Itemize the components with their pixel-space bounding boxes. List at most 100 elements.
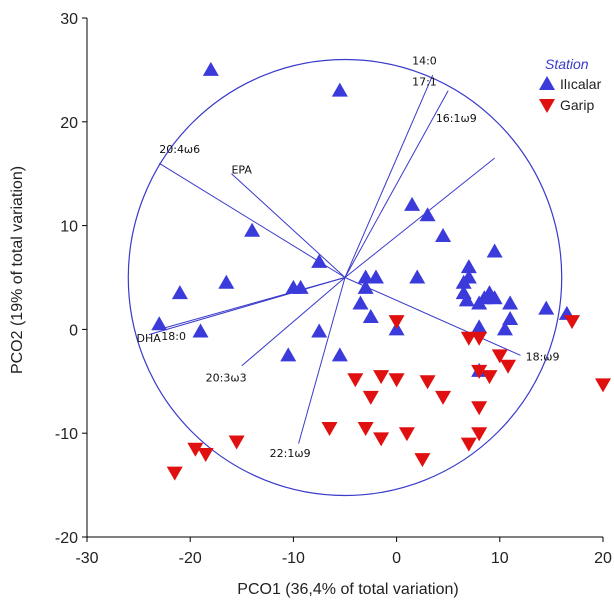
x-tick-label: 0 <box>392 550 401 567</box>
point-garip <box>595 378 611 393</box>
point-ilicalar <box>486 243 503 258</box>
y-tick-label: 20 <box>60 115 78 132</box>
point-garip <box>491 349 508 364</box>
point-ilicalar <box>192 323 209 338</box>
vector-label: 17:1 <box>412 75 437 88</box>
point-garip <box>471 331 488 346</box>
point-garip <box>321 422 338 437</box>
vector-label: EPA <box>231 164 252 177</box>
point-garip <box>197 447 214 462</box>
point-ilicalar <box>311 253 328 268</box>
point-ilicalar <box>460 259 477 274</box>
point-ilicalar <box>292 279 309 294</box>
point-ilicalar <box>419 207 436 222</box>
legend-title: Station <box>545 56 589 72</box>
legend: Station Ilıcalar Garip <box>539 56 602 113</box>
point-ilicalar <box>352 295 369 310</box>
point-garip <box>347 373 364 388</box>
point-ilicalar <box>367 269 384 284</box>
point-garip <box>373 432 390 447</box>
points-layer <box>151 61 611 481</box>
y-tick-label: -20 <box>55 530 78 547</box>
point-garip <box>398 427 415 442</box>
point-ilicalar <box>171 285 188 300</box>
point-garip <box>481 370 498 385</box>
point-ilicalar <box>357 269 374 284</box>
point-garip <box>471 427 488 442</box>
point-ilicalar <box>502 295 519 310</box>
legend-marker-garip <box>539 99 555 113</box>
vector-label: 20:4ω6 <box>159 143 200 156</box>
point-garip <box>419 375 436 390</box>
legend-label-ilicalar: Ilıcalar <box>560 76 602 92</box>
point-ilicalar <box>458 292 475 307</box>
point-ilicalar <box>409 269 426 284</box>
axes: -30 -20 -10 0 10 20 -20 -10 0 10 20 30 <box>55 11 612 567</box>
point-garip <box>388 315 405 330</box>
y-axis-title: PCO2 (19% of total variation) <box>9 166 26 374</box>
point-ilicalar <box>502 311 519 326</box>
point-ilicalar <box>331 347 348 362</box>
vector-label: 16:1ω9 <box>436 112 477 125</box>
point-ilicalar <box>362 308 379 323</box>
x-tick-label: 20 <box>594 550 612 567</box>
vectors-layer: 14:0 17:1 16:1ω9 20:4ω6 EPA DHA 18:0 20:3ω3 22:1… <box>137 55 560 460</box>
point-garip <box>460 331 477 346</box>
point-garip <box>414 453 431 468</box>
point-garip <box>388 373 405 388</box>
y-tick-label: 10 <box>60 219 78 236</box>
y-tick-label: 30 <box>60 11 78 28</box>
vector-line <box>344 74 434 278</box>
x-tick-label: 10 <box>491 550 509 567</box>
point-garip <box>357 422 374 437</box>
vector-label: DHA <box>137 332 162 345</box>
x-axis-title: PCO1 (36,4% of total variation) <box>237 581 458 598</box>
point-ilicalar <box>357 279 374 294</box>
point-garip <box>460 437 477 452</box>
point-garip <box>373 370 390 385</box>
legend-label-garip: Garip <box>560 97 594 113</box>
point-ilicalar <box>404 196 421 211</box>
vector-line <box>298 277 346 444</box>
vector-line <box>159 277 346 330</box>
point-garip <box>471 401 488 416</box>
y-tick-label: 0 <box>69 322 78 339</box>
point-garip <box>471 364 488 379</box>
point-garip <box>187 442 204 457</box>
vector-label: 18:0 <box>161 330 186 343</box>
vector-line <box>241 277 346 367</box>
point-ilicalar <box>435 227 452 242</box>
point-ilicalar <box>202 61 219 76</box>
vector-label: 22:1ω9 <box>270 447 311 460</box>
vector-line <box>158 162 346 278</box>
point-ilicalar <box>331 82 348 97</box>
y-tick-label: -10 <box>55 426 78 443</box>
point-garip <box>228 435 245 450</box>
point-ilicalar <box>538 300 555 315</box>
x-tick-label: -20 <box>179 550 202 567</box>
point-ilicalar <box>496 321 513 336</box>
point-ilicalar <box>471 295 488 310</box>
point-ilicalar <box>471 319 488 334</box>
vector-label: 14:0 <box>412 55 437 68</box>
point-ilicalar <box>218 274 235 289</box>
x-tick-label: -10 <box>282 550 305 567</box>
vector-label: 20:3ω3 <box>206 371 247 384</box>
point-garip <box>362 390 379 405</box>
point-garip <box>500 359 517 374</box>
point-garip <box>564 315 581 330</box>
correlation-circle <box>127 58 563 497</box>
point-ilicalar <box>244 222 261 237</box>
x-tick-label: -30 <box>75 550 98 567</box>
point-ilicalar <box>151 316 168 331</box>
point-garip <box>166 466 183 481</box>
vector-line <box>231 173 346 278</box>
point-ilicalar <box>486 290 503 305</box>
vector-line <box>344 157 495 278</box>
legend-marker-ilicalar <box>539 76 555 90</box>
point-garip <box>435 390 452 405</box>
point-ilicalar <box>455 274 472 289</box>
point-ilicalar <box>311 323 328 338</box>
vector-label: 18:ω9 <box>526 351 560 364</box>
